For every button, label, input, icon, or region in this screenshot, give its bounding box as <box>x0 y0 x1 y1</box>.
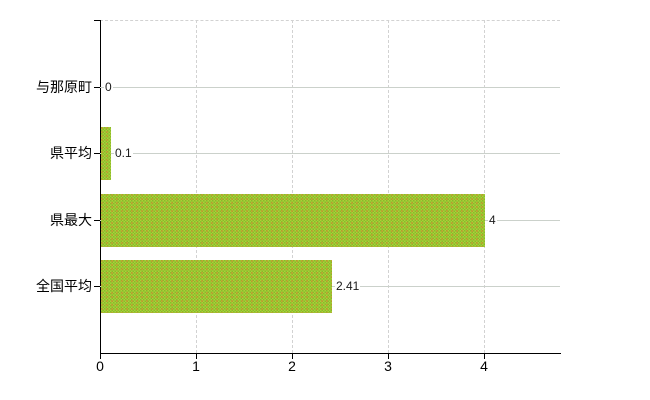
category-label: 県最大 <box>50 212 92 228</box>
horizontal-gridline <box>100 153 560 154</box>
y-axis-tick <box>94 220 100 221</box>
y-axis-tick <box>94 20 100 21</box>
bar-value-label: 2.41 <box>335 279 361 293</box>
bar <box>101 193 485 247</box>
y-axis-tick <box>94 153 100 154</box>
category-label: 与那原町 <box>36 79 92 95</box>
x-axis-tick <box>388 354 389 359</box>
plot-top-border <box>100 20 560 21</box>
vertical-gridline <box>388 20 389 353</box>
bar-value-label: 0.1 <box>114 146 133 160</box>
x-axis-tick <box>292 354 293 359</box>
y-axis-tick <box>94 286 100 287</box>
vertical-gridline <box>484 20 485 353</box>
x-tick-label: 4 <box>480 358 488 374</box>
y-axis <box>100 20 101 354</box>
vertical-gridline <box>196 20 197 353</box>
category-label: 県平均 <box>50 145 92 161</box>
y-axis-labels: 与那原町県平均県最大全国平均 <box>0 20 92 353</box>
x-axis-tick <box>484 354 485 359</box>
x-tick-label: 0 <box>96 358 104 374</box>
x-tick-label: 2 <box>288 358 296 374</box>
x-tick-label: 3 <box>384 358 392 374</box>
plot-area: 0 0.1 4 2.41 <box>94 20 561 359</box>
y-axis-tick <box>94 87 100 88</box>
bar-value-label: 4 <box>488 213 497 227</box>
category-label: 全国平均 <box>36 278 92 294</box>
x-tick-label: 1 <box>192 358 200 374</box>
x-axis-tick <box>196 354 197 359</box>
x-axis-tick <box>100 354 101 359</box>
bar-value-label: 0 <box>104 80 113 94</box>
bar <box>101 126 111 180</box>
horizontal-gridline <box>100 87 560 88</box>
x-axis <box>100 353 561 354</box>
vertical-gridline <box>292 20 293 353</box>
bar <box>101 259 332 313</box>
